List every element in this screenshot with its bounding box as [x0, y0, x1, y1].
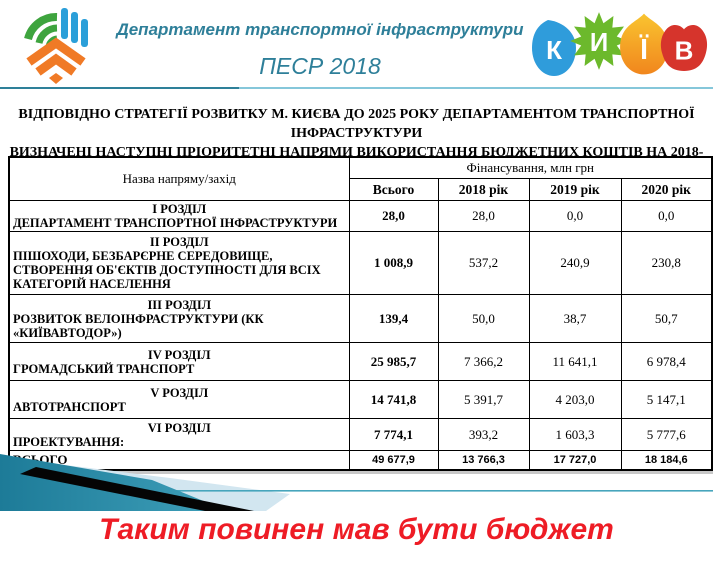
cell-2020: 230,8	[620, 231, 713, 295]
row-name: ГРОМАДСЬКИЙ ТРАНСПОРТ	[13, 361, 195, 376]
header-rule-left	[0, 87, 239, 89]
cell-2019: 38,7	[528, 294, 622, 343]
slide-caption: Таким повинен мав бути бюджет	[99, 513, 614, 546]
cell-2018: 537,2	[437, 231, 530, 295]
row-name: ПРОЕКТУВАННЯ:	[13, 434, 125, 449]
kyiv-letter-y-icon: И	[570, 12, 628, 70]
program-title: ПЕСР 2018	[259, 53, 381, 79]
cell-2020: 50,7	[620, 294, 713, 343]
svg-text:И: И	[590, 29, 608, 57]
svg-text:Ї: Ї	[639, 33, 649, 65]
row-name: ДЕПАРТАМЕНТ ТРАНСПОРТНОЇ ІНФРАСТРУКТУРИ	[13, 216, 338, 230]
total-cell-2020: 18 184,6	[620, 450, 713, 471]
cell-2019: 0,0	[528, 200, 622, 232]
cell-2018: 5 391,7	[437, 380, 530, 419]
kyiv-city-logo: К И Ї В	[531, 4, 708, 82]
cell-2019: 1 603,3	[528, 418, 622, 451]
table-row: IV РОЗДІЛ ГРОМАДСЬКИЙ ТРАНСПОРТ 25 985,7 …	[8, 342, 713, 381]
row-section: ІІІ РОЗДІЛ	[147, 297, 212, 312]
table-row: ІІ РОЗДІЛ ПІШОХОДИ, БЕЗБАРЄРНЕ СЕРЕДОВИЩЕ…	[8, 231, 713, 295]
cell-total: 25 985,7	[348, 342, 439, 381]
svg-text:В: В	[675, 36, 694, 66]
cell-2019: 4 203,0	[528, 380, 622, 419]
table-row: V РОЗДІЛ АВТОТРАНСПОРТ 14 741,8 5 391,7 4…	[8, 380, 713, 419]
row-section: IV РОЗДІЛ	[147, 347, 211, 362]
row-name: АВТОТРАНСПОРТ	[13, 399, 126, 414]
row-section: VI РОЗДІЛ	[147, 420, 211, 435]
table-total-row: ВСЬОГО 49 677,9 13 766,3 17 727,0 18 184…	[8, 450, 713, 471]
cell-total: 7 774,1	[348, 418, 439, 451]
row-section: V РОЗДІЛ	[150, 385, 209, 400]
cell-2019: 240,9	[528, 231, 622, 295]
table-row: ІІІ РОЗДІЛ РОЗВИТОК ВЕЛОІНФРАСТРУКТУРИ (К…	[8, 294, 713, 343]
budget-table: Назва напряму/захід Фінансування, млн гр…	[8, 156, 713, 471]
row-name: РОЗВИТОК ВЕЛОІНФРАСТРУКТУРИ (КК «КИЇВАВТ…	[13, 311, 264, 340]
col-header-2020: 2020 рік	[620, 178, 713, 201]
department-logo-icon	[24, 8, 88, 84]
budget-table-wrapper: Назва напряму/захід Фінансування, млн гр…	[8, 156, 713, 471]
col-header-financing: Фінансування, млн грн	[348, 156, 713, 179]
cell-2018: 7 366,2	[437, 342, 530, 381]
cell-total: 139,4	[348, 294, 439, 343]
col-header-2019: 2019 рік	[528, 178, 622, 201]
kyiv-letter-v-icon: В	[660, 24, 708, 71]
total-cell-total: 49 677,9	[348, 450, 439, 471]
kyiv-letter-yi-icon: Ї	[620, 13, 668, 75]
cell-2018: 28,0	[437, 200, 530, 232]
cell-total: 14 741,8	[348, 380, 439, 419]
header-titles: Департамент транспортної інфраструктури …	[105, 0, 535, 80]
total-cell-2019: 17 727,0	[528, 450, 622, 471]
footer-swoosh-decoration	[0, 454, 713, 511]
cell-2019: 11 641,1	[528, 342, 622, 381]
cell-2020: 0,0	[620, 200, 713, 232]
table-row: І РОЗДІЛ ДЕПАРТАМЕНТ ТРАНСПОРТНОЇ ІНФРАСТ…	[8, 200, 713, 232]
table-row: VI РОЗДІЛ ПРОЕКТУВАННЯ: 7 774,1 393,2 1 6…	[8, 418, 713, 451]
row-name: ПІШОХОДИ, БЕЗБАРЄРНЕ СЕРЕДОВИЩЕ, СТВОРЕН…	[13, 249, 321, 291]
cell-total: 1 008,9	[348, 231, 439, 295]
cell-2018: 393,2	[437, 418, 530, 451]
row-section: ІІ РОЗДІЛ	[149, 235, 209, 249]
svg-text:К: К	[546, 35, 562, 65]
col-header-name: Назва напряму/захід	[8, 156, 350, 201]
cell-total: 28,0	[348, 200, 439, 232]
cell-2018: 50,0	[437, 294, 530, 343]
cell-2020: 6 978,4	[620, 342, 713, 381]
total-cell-2018: 13 766,3	[437, 450, 530, 471]
col-header-total: Всього	[348, 178, 439, 201]
header-rule-right	[239, 87, 713, 89]
cell-2020: 5 777,6	[620, 418, 713, 451]
kyiv-letter-k-icon: К	[532, 20, 576, 76]
row-section: І РОЗДІЛ	[152, 202, 207, 216]
department-title: Департамент транспортної інфраструктури	[116, 20, 524, 39]
cell-2020: 5 147,1	[620, 380, 713, 419]
heading-line-1: ВІДПОВІДНО СТРАТЕГІЇ РОЗВИТКУ М. КИЄВА Д…	[18, 107, 695, 141]
col-header-2018: 2018 рік	[437, 178, 530, 201]
